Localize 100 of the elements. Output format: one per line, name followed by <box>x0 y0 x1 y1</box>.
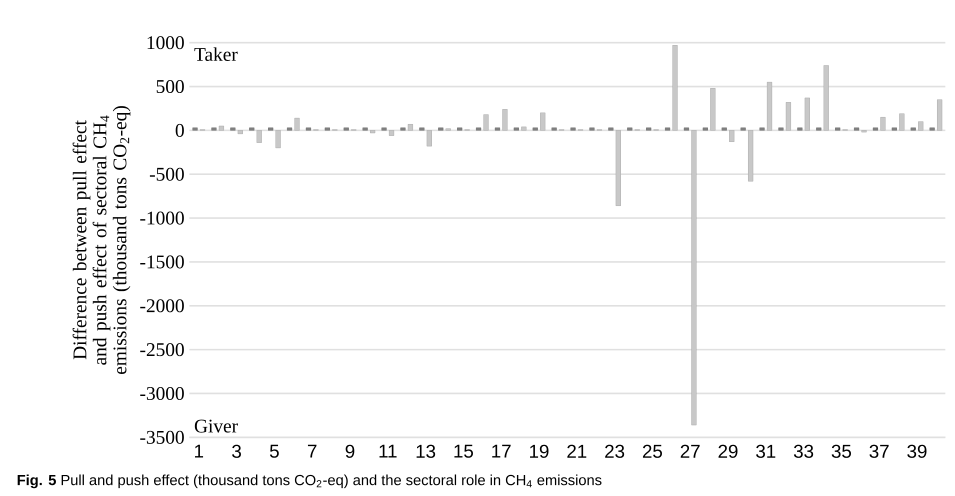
bar <box>664 128 670 131</box>
y-tick-label: -500 <box>150 168 184 181</box>
x-tick-label: 39 <box>907 444 926 458</box>
bar <box>294 118 300 131</box>
bar <box>729 130 734 142</box>
bar <box>684 128 690 131</box>
bar <box>400 128 406 131</box>
bar <box>408 124 414 131</box>
bar <box>748 130 754 182</box>
bar <box>766 82 772 131</box>
y-tick-label: 1000 <box>148 36 184 50</box>
bar <box>937 99 942 131</box>
bar <box>702 128 708 131</box>
bar <box>722 128 727 131</box>
bar <box>552 128 557 131</box>
y-tick-label: -3000 <box>140 386 184 400</box>
bar <box>268 128 274 131</box>
bar <box>589 128 595 131</box>
bar <box>324 128 330 131</box>
bar <box>426 130 432 146</box>
y-tick-label: -2000 <box>140 299 184 312</box>
bar <box>211 128 217 131</box>
bar <box>627 128 632 131</box>
bar <box>370 130 376 134</box>
x-tick-label: 5 <box>270 444 279 458</box>
bar <box>457 128 462 131</box>
bar <box>786 102 792 131</box>
bar <box>816 128 822 131</box>
bar <box>608 128 614 131</box>
bar <box>286 128 292 131</box>
bar <box>540 112 546 131</box>
x-tick-label: 23 <box>605 444 624 458</box>
bar <box>872 128 878 131</box>
x-tick-label: 11 <box>380 444 397 458</box>
x-tick-label: 9 <box>346 444 354 458</box>
bar <box>483 114 489 131</box>
bar <box>570 128 576 131</box>
x-tick-label: 29 <box>718 444 738 458</box>
y-tick-label: -2500 <box>140 343 184 356</box>
x-tick-label: 15 <box>454 444 473 458</box>
bar <box>646 128 652 131</box>
bar <box>344 128 349 131</box>
bar <box>514 128 519 131</box>
x-tick-label: 37 <box>870 444 889 458</box>
x-tick-label: 31 <box>756 444 776 458</box>
bar <box>892 128 897 131</box>
bar <box>388 130 394 136</box>
x-tick-label: 19 <box>530 444 548 458</box>
bar <box>521 126 526 131</box>
bar <box>218 126 224 131</box>
bar <box>824 65 829 131</box>
bar <box>710 88 716 131</box>
bar <box>759 128 765 131</box>
y-tick-label: -1000 <box>140 212 184 225</box>
y-tick-label: -3500 <box>140 430 184 444</box>
bar <box>276 130 281 148</box>
bar <box>672 45 678 131</box>
bar <box>778 128 784 131</box>
bar <box>230 128 236 131</box>
bar <box>476 128 482 131</box>
annotation: Giver <box>194 420 238 433</box>
bar <box>249 128 254 131</box>
bar <box>880 117 886 131</box>
x-tick-label: 27 <box>680 444 700 458</box>
bar <box>438 128 444 131</box>
bar <box>740 128 746 131</box>
y-tick-label: -1500 <box>140 255 184 268</box>
bar <box>502 109 508 131</box>
x-tick-label: 3 <box>232 444 241 458</box>
bar <box>804 98 810 131</box>
bar <box>362 128 368 131</box>
bar <box>192 128 198 131</box>
bar <box>238 130 243 134</box>
x-tick-label: 33 <box>794 444 814 458</box>
text: Difference between pull effect and push effect of sectoral CH$_{4}$ emissions (thousand tons CO$_{2}$-eq) <box>72 106 130 374</box>
x-tick-label: 25 <box>642 444 662 458</box>
bar <box>930 128 935 131</box>
bar <box>899 114 904 131</box>
bar <box>797 128 802 131</box>
bar <box>910 128 916 131</box>
x-tick-label: 1 <box>195 444 204 458</box>
bar <box>854 128 860 131</box>
x-tick-label: 13 <box>416 444 436 458</box>
bar <box>835 128 840 131</box>
text: Fig. 5 Pull and push effect (thousand tons CO$_{2}$-eq) and the sectoral role in CH$_{4}$ emissions <box>18 474 602 488</box>
bar <box>494 128 500 131</box>
y-tick-label: 0 <box>176 124 184 137</box>
bar <box>419 128 424 131</box>
x-tick-label: 17 <box>492 444 511 458</box>
x-tick-label: 7 <box>308 444 316 458</box>
bar <box>691 130 697 426</box>
x-tick-label: 35 <box>832 444 851 458</box>
annotation: Taker <box>194 47 238 61</box>
bar <box>256 130 262 143</box>
bar <box>918 121 924 131</box>
bar <box>616 130 621 206</box>
bar <box>381 128 387 131</box>
x-tick-label: 21 <box>567 444 586 458</box>
y-tick-label: 500 <box>156 80 184 94</box>
bar <box>532 128 538 131</box>
